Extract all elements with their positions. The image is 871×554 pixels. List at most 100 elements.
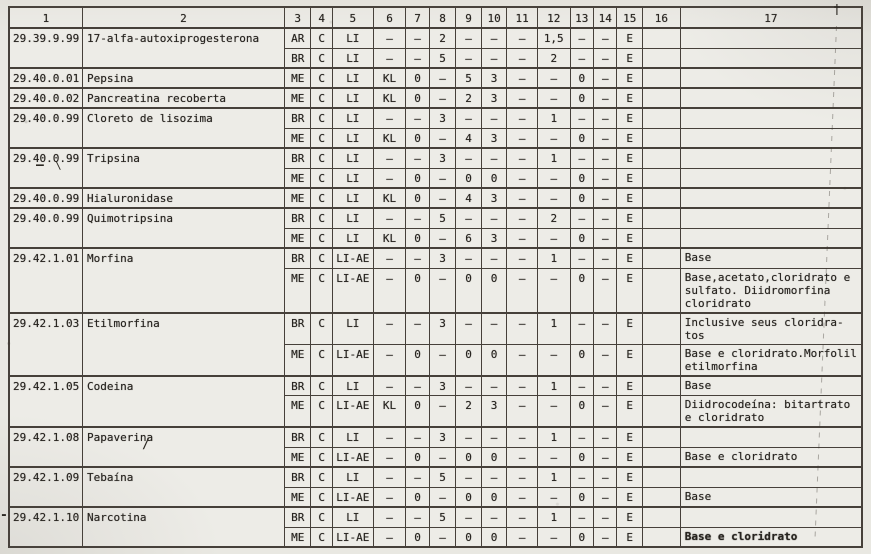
value-cell: 3 <box>428 311 457 345</box>
value-cell: – <box>593 486 618 508</box>
value-cell: BR <box>283 374 312 396</box>
value-cell: KL <box>372 187 407 209</box>
value-cell: – <box>593 466 618 488</box>
value-cell: C <box>310 27 333 49</box>
value-cell: 0 <box>480 167 508 189</box>
value-cell: – <box>536 267 571 313</box>
pen-mark-dagger: † <box>833 3 841 18</box>
value-cell: – <box>593 247 618 269</box>
value-cell: – <box>428 187 457 209</box>
value-cell: LI-AE <box>331 267 374 313</box>
value-cell: – <box>455 247 482 269</box>
value-cell: ME <box>283 67 312 89</box>
value-cell: AR <box>283 27 312 49</box>
value-cell: 2 <box>536 207 571 229</box>
value-cell: 1,5 <box>536 27 571 49</box>
value-cell: – <box>593 207 618 229</box>
value-cell: 0 <box>405 486 430 508</box>
value-cell: BR <box>283 147 312 169</box>
value-cell: – <box>455 506 482 528</box>
value-cell: – <box>593 526 618 548</box>
table-row: 29.42.1.01 Morfina BR C LI-AE – –3– – –1– – E Base <box>8 247 863 313</box>
table-row: ME C LI-AE –0–0 0– –0– E Base e cloridrato <box>9 526 863 548</box>
table-row: 29.42.1.10 Narcotina BR C LI – –5– – –1– – E <box>8 506 863 548</box>
value-cell: – <box>506 446 538 468</box>
row-name: Narcotina <box>81 506 285 548</box>
value-cell: E <box>616 267 643 313</box>
value-cell: 0 <box>569 395 595 428</box>
value-cell: – <box>372 506 407 528</box>
value-cell: – <box>593 47 618 69</box>
value-cell: – <box>593 395 618 428</box>
value-cell: – <box>536 227 571 249</box>
value-cell: 0 <box>569 127 595 149</box>
value-cell: ME <box>283 227 312 249</box>
value-cell: – <box>372 486 407 508</box>
value-cell: 0 <box>569 343 595 376</box>
table-body: 29.39.9.99 17-alfa-autoxiprogesterona AR C L… <box>8 27 863 548</box>
value-cell: – <box>593 87 618 109</box>
value-cell: C <box>310 506 333 528</box>
value-cell: 0 <box>405 526 430 548</box>
remark-cell: Base e cloridrato.Morfolil etilmorfina <box>679 343 863 376</box>
value-cell: – <box>480 374 508 396</box>
value-cell: – <box>506 187 538 209</box>
value-cell: 0 <box>569 67 595 89</box>
value-cell: C <box>310 311 333 345</box>
value-cell: 3 <box>480 227 508 249</box>
value-cell: E <box>616 27 643 49</box>
value-cell: – <box>455 107 482 129</box>
value-cell: – <box>569 107 595 129</box>
value-cell: – <box>593 107 618 129</box>
value-cell: C <box>310 247 333 269</box>
value-cell: – <box>480 47 508 69</box>
value-cell: – <box>372 167 407 189</box>
value-cell <box>641 107 681 129</box>
table-row: ME C LI-AE –0–0 0– –0– E Base e cloridrato.Morf… <box>9 343 863 376</box>
value-cell: – <box>405 47 430 69</box>
value-cell: LI-AE <box>331 247 374 269</box>
value-cell: 1 <box>536 311 571 345</box>
value-cell: 0 <box>569 526 595 548</box>
value-cell <box>641 426 681 448</box>
value-cell: BR <box>283 426 312 448</box>
row-code: 29.42.1.05 <box>8 374 83 428</box>
value-cell: – <box>428 127 457 149</box>
table-row: ME C LI-AE KL 0–2 3– –0– E Diidrocodeína: bitart… <box>9 395 863 428</box>
value-cell: 0 <box>455 446 482 468</box>
value-cell: – <box>428 167 457 189</box>
value-cell: – <box>480 27 508 49</box>
remark-cell <box>679 147 863 169</box>
value-cell: LI <box>331 426 374 448</box>
value-cell: C <box>310 107 333 129</box>
remark-cell: Base e cloridrato <box>679 446 863 468</box>
value-cell: C <box>310 466 333 488</box>
value-cell: 0 <box>405 267 430 313</box>
value-cell: 1 <box>536 506 571 528</box>
remark-cell: Base <box>679 486 863 508</box>
value-cell <box>641 395 681 428</box>
table-row: 29.39.9.99 17-alfa-autoxiprogesterona AR C L… <box>8 27 863 69</box>
column-header-3: 3 <box>283 6 312 29</box>
column-header-5: 5 <box>331 6 374 29</box>
value-cell: 3 <box>480 395 508 428</box>
value-cell: 0 <box>569 227 595 249</box>
value-cell: – <box>569 207 595 229</box>
value-cell: – <box>428 67 457 89</box>
value-cell: 3 <box>428 107 457 129</box>
value-cell: 0 <box>569 267 595 313</box>
value-cell: – <box>455 466 482 488</box>
column-header-11: 11 <box>506 6 538 29</box>
value-cell: ME <box>283 395 312 428</box>
value-cell: – <box>455 426 482 448</box>
value-cell: – <box>593 446 618 468</box>
row-code: 29.40.0.01 <box>8 67 83 89</box>
row-code: 29.40.0.99 <box>8 107 83 149</box>
value-cell: – <box>536 87 571 109</box>
value-cell: KL <box>372 67 407 89</box>
value-cell: E <box>616 526 643 548</box>
value-cell: E <box>616 107 643 129</box>
column-header-4: 4 <box>310 6 333 29</box>
value-cell: C <box>310 267 333 313</box>
value-cell: KL <box>372 127 407 149</box>
